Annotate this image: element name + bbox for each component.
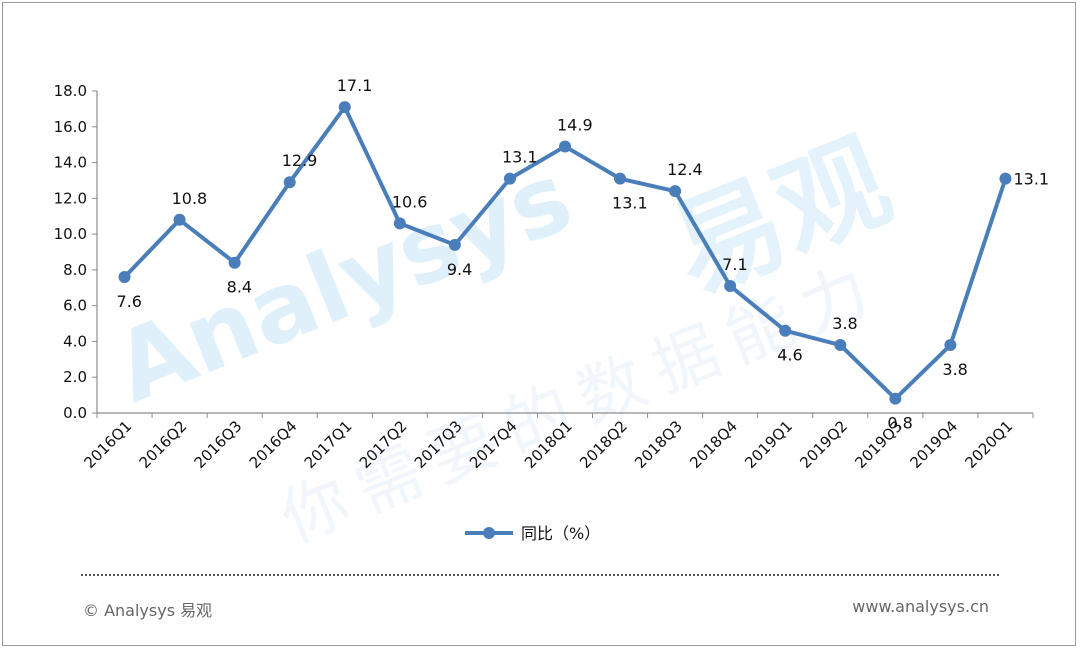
- y-tick-label: 16.0: [54, 118, 87, 136]
- data-label: 4.6: [777, 346, 802, 365]
- data-label: 14.9: [557, 115, 593, 134]
- y-tick-label: 14.0: [54, 154, 87, 172]
- x-tick-label: 2019Q1: [741, 417, 796, 472]
- data-label: 13.1: [1013, 170, 1049, 189]
- data-point: [834, 339, 847, 352]
- data-point: [724, 279, 737, 292]
- data-point: [173, 213, 186, 226]
- data-label: 7.1: [722, 255, 747, 274]
- y-tick-label: 6.0: [63, 297, 87, 315]
- data-point: [118, 271, 131, 284]
- y-tick-label: 18.0: [54, 82, 87, 100]
- data-label: 3.8: [942, 360, 967, 379]
- data-point: [779, 324, 792, 337]
- data-point: [889, 392, 902, 405]
- chart-axes: [92, 90, 1034, 418]
- data-point: [503, 172, 516, 185]
- data-point: [614, 172, 627, 185]
- data-label: 8.4: [227, 278, 252, 297]
- x-tick-label: 2018Q4: [686, 417, 741, 472]
- x-tick-label: 2020Q1: [961, 417, 1016, 472]
- x-tick-label: 2016Q1: [81, 417, 136, 472]
- data-point: [393, 217, 406, 230]
- data-point: [228, 256, 241, 269]
- data-point: [944, 339, 957, 352]
- y-tick-label: 12.0: [54, 189, 87, 207]
- data-label: 13.1: [502, 148, 538, 167]
- x-tick-label: 2016Q3: [191, 417, 246, 472]
- data-points: [118, 101, 1012, 405]
- data-label: 10.6: [392, 192, 428, 211]
- y-tick-label: 0.0: [63, 404, 87, 422]
- legend-marker: [483, 527, 495, 539]
- data-label: 13.1: [612, 194, 648, 213]
- data-point: [559, 140, 571, 153]
- x-tick-label: 2018Q3: [631, 417, 686, 472]
- footer-url[interactable]: www.analysys.cn: [852, 597, 989, 616]
- data-label: 0.8: [887, 414, 912, 433]
- x-tick-label: 2019Q4: [906, 417, 961, 472]
- data-point: [669, 185, 682, 198]
- data-point: [999, 172, 1012, 185]
- footer-divider: [81, 574, 999, 576]
- data-point: [283, 176, 296, 189]
- data-label: 9.4: [447, 260, 472, 279]
- data-labels: 7.6 10.8 8.4 12.9 17.1 10.6 9.4 13.1 14.9 13.1 12.…: [117, 76, 1050, 433]
- y-tick-label: 8.0: [63, 261, 87, 279]
- data-label: 17.1: [337, 76, 373, 95]
- data-point: [338, 101, 351, 114]
- y-axis-tick-labels: 0.0 2.0 4.0 6.0 8.0 10.0 12.0 14.0 16.0 18.0: [54, 82, 87, 422]
- data-point: [448, 238, 461, 251]
- y-tick-label: 4.0: [63, 332, 87, 350]
- y-tick-label: 2.0: [63, 368, 87, 386]
- x-tick-label: 2016Q2: [136, 417, 191, 472]
- x-tick-label: 2019Q2: [796, 417, 851, 472]
- legend: 同比（%）: [465, 524, 600, 543]
- y-tick-label: 10.0: [54, 225, 87, 243]
- data-label: 3.8: [832, 314, 857, 333]
- data-label: 12.9: [282, 151, 318, 170]
- footer-copyright: © Analysys 易观: [83, 601, 213, 620]
- x-tick-label: 2016Q4: [246, 417, 301, 472]
- data-label: 12.4: [667, 160, 703, 179]
- data-label: 7.6: [117, 292, 142, 311]
- legend-label: 同比（%）: [521, 524, 600, 543]
- data-label: 10.8: [172, 189, 208, 208]
